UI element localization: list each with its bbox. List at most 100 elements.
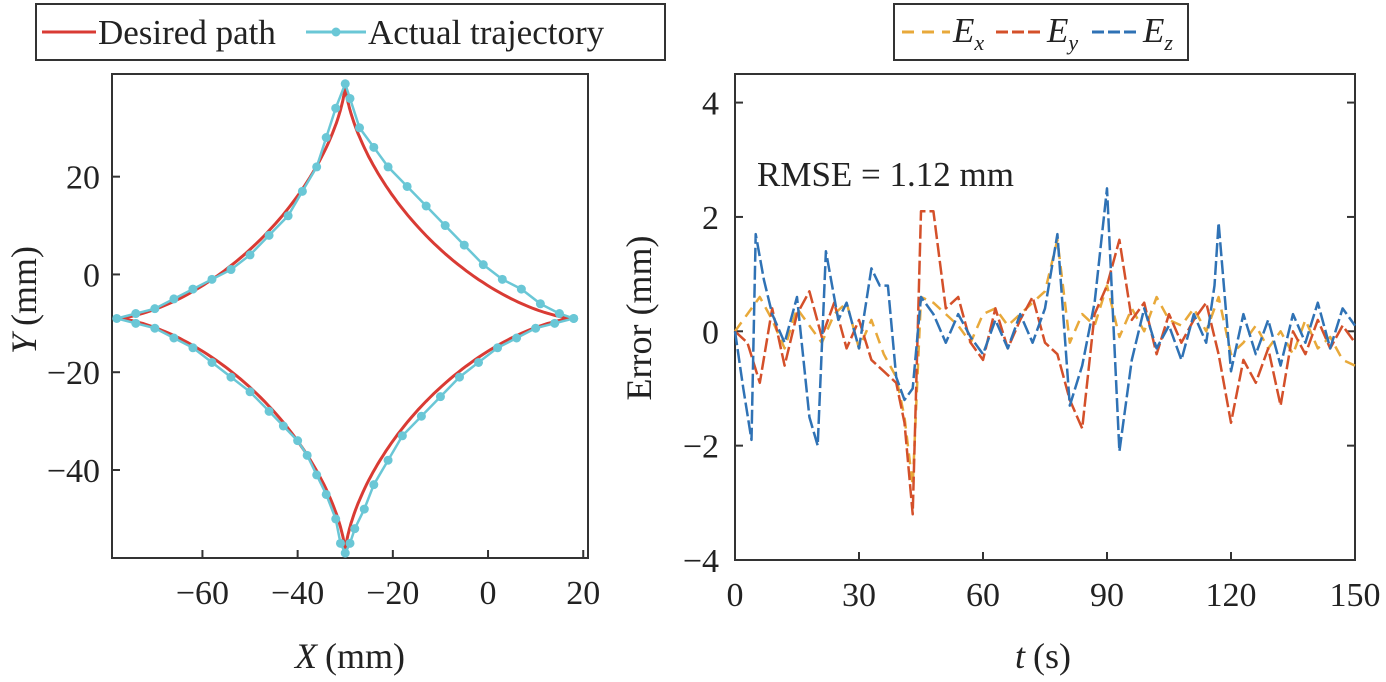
actual-trajectory-point [435, 392, 445, 402]
series-ey [734, 209, 1357, 516]
rmse-annotation: RMSE = 1.12 mm [757, 155, 1014, 194]
actual-trajectory-point [474, 357, 484, 367]
actual-trajectory-point [550, 318, 560, 328]
right-plot-frame [734, 73, 1356, 561]
legend-ez-var: E [1142, 11, 1164, 50]
left-axis-ticks: −60 −40 −20 0 20 20 0 −20 −40 [47, 160, 600, 612]
actual-trajectory-point [312, 162, 322, 172]
actual-trajectory-point [369, 480, 379, 490]
actual-trajectory-point [131, 309, 141, 319]
actual-trajectory-point [264, 406, 274, 416]
legend-ey-sub: y [1066, 30, 1078, 55]
left-plot-area [112, 79, 579, 558]
right-y-tick-label: 2 [702, 200, 719, 237]
actual-trajectory-point [245, 387, 255, 397]
actual-trajectory-point [535, 299, 545, 309]
actual-trajectory-point [493, 343, 503, 353]
actual-trajectory-point [150, 304, 160, 314]
left-x-tick-label: −40 [271, 575, 324, 612]
actual-trajectory-point [454, 372, 464, 382]
left-x-tick-label: 0 [480, 575, 497, 612]
left-y-tick-label: −40 [47, 453, 100, 490]
series-ez [733, 187, 1357, 453]
actual-trajectory-point [207, 357, 217, 367]
left-x-tick-label: −60 [176, 575, 229, 612]
actual-trajectory-point [226, 372, 236, 382]
left-y-axis-var: Y [4, 330, 44, 354]
legend-label-ez: Ez [1142, 11, 1173, 55]
actual-trajectory-point [459, 240, 469, 250]
series-ex [733, 238, 1356, 487]
actual-trajectory-point [397, 431, 407, 441]
actual-trajectory-point [312, 470, 322, 480]
left-x-axis-var: X [293, 636, 319, 676]
actual-trajectory-point [131, 318, 141, 328]
right-x-axis-var: t [1015, 636, 1026, 676]
actual-trajectory-point [554, 309, 564, 319]
actual-trajectory-point [331, 514, 341, 524]
right-x-axis-unit: (s) [1033, 636, 1071, 676]
right-y-tick-label: 4 [702, 86, 719, 123]
actual-trajectory-point [245, 250, 255, 260]
actual-trajectory-point [569, 313, 579, 323]
left-y-tick-label: 0 [83, 257, 100, 294]
right-y-tick-label: −4 [683, 543, 719, 580]
actual-trajectory-point [188, 343, 198, 353]
actual-trajectory-point [350, 524, 360, 534]
actual-trajectory-point [516, 284, 526, 294]
left-x-tick-label: −20 [366, 575, 419, 612]
actual-trajectory-point [331, 103, 341, 113]
actual-trajectory-point [383, 455, 393, 465]
actual-trajectory-point [440, 221, 450, 231]
actual-trajectory-point [150, 323, 160, 333]
legend-label-ey: Ey [1046, 11, 1078, 55]
actual-trajectory-point [340, 548, 350, 558]
right-x-tick-label: 120 [1206, 577, 1257, 614]
left-y-tick-label: 20 [66, 160, 100, 197]
actual-trajectory-point [340, 79, 350, 89]
actual-trajectory-point [302, 450, 312, 460]
actual-trajectory-point [402, 181, 412, 191]
actual-trajectory-point [321, 489, 331, 499]
actual-trajectory-point [421, 201, 431, 211]
legend-label-actual: Actual trajectory [368, 13, 605, 52]
legend-label-ex: Ex [952, 11, 984, 55]
right-x-tick-label: 0 [727, 577, 744, 614]
actual-trajectory-point [355, 123, 365, 133]
legend-ez-sub: z [1163, 30, 1173, 55]
actual-trajectory-point [345, 538, 355, 548]
legend-ex-sub: x [973, 30, 984, 55]
actual-trajectory-point [359, 504, 369, 514]
legend-ey-var: E [1046, 11, 1068, 50]
right-y-tick-label: 0 [702, 314, 719, 351]
actual-trajectory-point [112, 313, 122, 323]
right-plot-area [733, 187, 1357, 516]
actual-trajectory-point [207, 274, 217, 284]
actual-trajectory-point [278, 421, 288, 431]
actual-trajectory-point [321, 133, 331, 143]
left-x-tick-label: 20 [566, 575, 600, 612]
actual-trajectory-point [283, 211, 293, 221]
actual-trajectory-point [478, 260, 488, 270]
right-legend: Ex Ey Ez [893, 3, 1189, 61]
actual-trajectory-point [293, 436, 303, 446]
legend-ex-var: E [952, 11, 974, 50]
actual-trajectory-point [345, 93, 355, 103]
actual-trajectory-point [383, 162, 393, 172]
actual-trajectory-point [497, 274, 507, 284]
actual-trajectory-point [369, 142, 379, 152]
actual-trajectory-point [188, 284, 198, 294]
left-legend: Desired path Actual trajectory [35, 3, 666, 61]
actual-trajectory-point [169, 333, 179, 343]
actual-trajectory-point [531, 323, 541, 333]
left-y-axis-label: Y (mm) [4, 246, 44, 354]
actual-trajectory-point [416, 411, 426, 421]
left-y-tick-label: −20 [47, 355, 100, 392]
left-y-axis-unit: (mm) [4, 246, 44, 326]
left-plot-frame [111, 73, 589, 559]
right-y-axis-label: Error (mm) [619, 236, 659, 401]
right-axis-ticks: 0 30 60 90 120 150 4 2 0 −2 −4 [683, 86, 1381, 614]
series-desired-path [116, 83, 575, 554]
right-x-tick-label: 150 [1330, 577, 1381, 614]
right-x-tick-label: 60 [966, 577, 1000, 614]
